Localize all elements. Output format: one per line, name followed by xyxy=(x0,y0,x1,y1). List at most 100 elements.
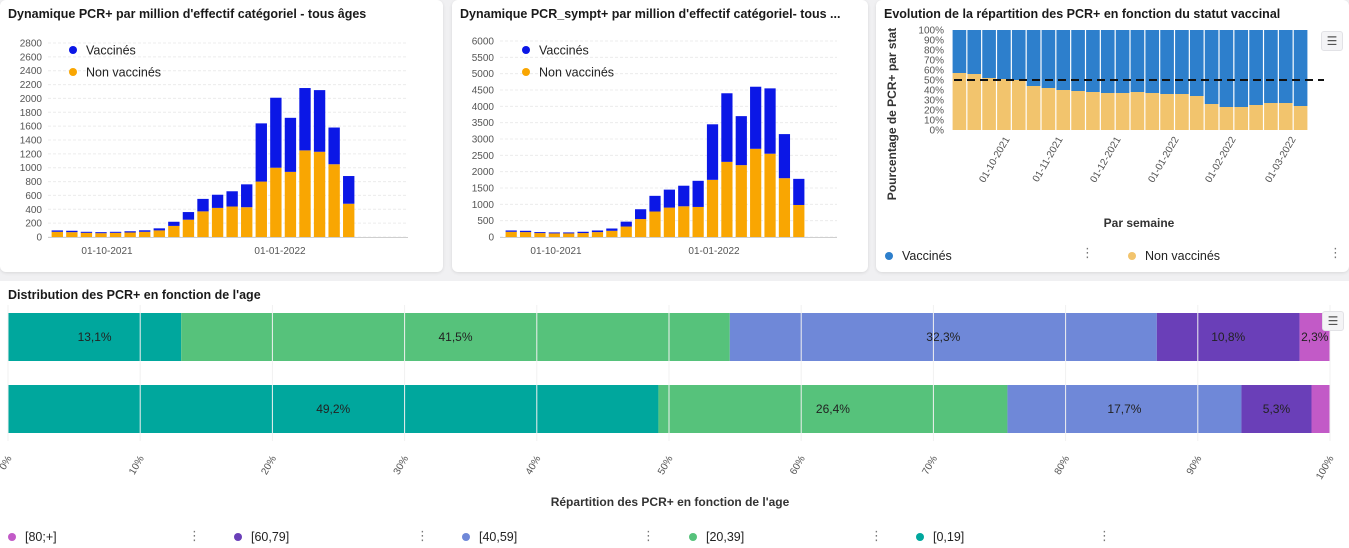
y-axis-title: Pourcentage de PCR+ par stat xyxy=(885,28,899,200)
legend-item-age-0-19[interactable]: [0,19] xyxy=(916,530,964,544)
legend-label: Non vaccinés xyxy=(539,66,614,80)
x-axis-title: Répartition des PCR+ en fonction de l'ag… xyxy=(551,495,790,509)
bar-vaccinated xyxy=(284,117,297,172)
chart-title: Distribution des PCR+ en fonction de l'a… xyxy=(8,288,261,302)
bar-vaccinated xyxy=(678,185,690,207)
bar-vaccinated xyxy=(649,195,661,212)
bar-unvaccinated xyxy=(1130,92,1145,130)
segment-label: 32,3% xyxy=(926,330,960,344)
bar-unvaccinated xyxy=(211,207,224,237)
vertical-dots-icon[interactable]: ⋮ xyxy=(1329,246,1342,261)
y-tick-label: 0% xyxy=(930,126,945,137)
chart-menu-button[interactable]: ☰ xyxy=(1322,311,1344,331)
y-tick-label: 40% xyxy=(924,86,944,97)
bar-vaccinated xyxy=(139,230,151,232)
bar-unvaccinated xyxy=(692,206,704,237)
segment-label: 10,8% xyxy=(1211,330,1245,344)
y-tick-label: 10% xyxy=(924,116,944,127)
x-tick-label: 90% xyxy=(1185,454,1205,477)
vertical-dots-icon[interactable]: ⋮ xyxy=(188,529,201,544)
legend-dot xyxy=(916,533,924,541)
legend-item-vaccinated[interactable]: Vaccinés xyxy=(885,249,952,263)
legend-item-age-40-59[interactable]: [40,59] xyxy=(462,530,517,544)
y-tick-label: 600 xyxy=(25,191,42,202)
vertical-dots-icon[interactable]: ⋮ xyxy=(870,529,883,544)
bar-vaccinated xyxy=(1249,30,1263,105)
bar-unvaccinated xyxy=(80,232,93,237)
bar-unvaccinated xyxy=(299,150,311,237)
bar-unvaccinated xyxy=(952,73,967,130)
bar-vaccinated xyxy=(1264,30,1278,103)
pcr-per-million-chart: 0 200 400 600 800 1000 1200 1400 1600 1800 2000 220… xyxy=(20,39,408,257)
legend-label: [40,59] xyxy=(479,530,518,544)
segment-label: 13,1% xyxy=(78,330,112,344)
age-distribution-chart: 13,1% 41,5% 32,3% 10,8% 2,3% 49,2% 26,4% 17,7% 5… xyxy=(0,305,1337,509)
vertical-dots-icon[interactable]: ⋮ xyxy=(642,529,655,544)
chart-panel-pcr-per-million: Dynamique PCR+ par million d'effectif ca… xyxy=(0,0,443,272)
bar-unvaccinated xyxy=(620,226,632,237)
chart-title: Dynamique PCR_sympt+ par million d'effec… xyxy=(460,7,841,21)
legend-item-age-80-plus[interactable]: [80;+] xyxy=(8,530,57,544)
chart-title: Dynamique PCR+ par million d'effectif ca… xyxy=(8,7,367,21)
bar-unvaccinated xyxy=(1278,103,1293,130)
vertical-dots-icon[interactable]: ⋮ xyxy=(416,529,429,544)
bar-unvaccinated xyxy=(197,211,209,237)
bar-unvaccinated xyxy=(982,78,996,130)
bar-unvaccinated xyxy=(519,232,532,237)
y-tick-label: 4500 xyxy=(472,86,495,97)
bar-vaccinated xyxy=(606,228,618,231)
legend-item-age-20-39[interactable]: [20,39] xyxy=(689,530,744,544)
y-tick-label: 1400 xyxy=(20,136,43,147)
bar-vaccinated xyxy=(750,86,762,149)
y-tick-label: 80% xyxy=(924,46,944,57)
legend-item-unvaccinated[interactable]: Non vaccinés xyxy=(1128,249,1220,263)
segment-label: 17,7% xyxy=(1107,402,1141,416)
chart-panel-pcr-sympt-per-million: Dynamique PCR_sympt+ par million d'effec… xyxy=(452,0,868,272)
bar-vaccinated xyxy=(1145,30,1160,93)
bar-unvaccinated xyxy=(1115,93,1130,130)
chart-menu-button[interactable]: ☰ xyxy=(1321,31,1343,51)
x-tick-label: 60% xyxy=(788,454,808,477)
bar-unvaccinated xyxy=(1041,88,1056,130)
vertical-dots-icon[interactable]: ⋮ xyxy=(1098,529,1111,544)
age-legend: [80;+] ⋮ [60,79] ⋮ [40,59] ⋮ [20,39] ⋮ [… xyxy=(0,526,1349,548)
legend-dot xyxy=(69,68,77,76)
y-tick-label: 3000 xyxy=(472,135,495,146)
bar-vaccinated xyxy=(997,30,1011,79)
y-tick-label: 1500 xyxy=(472,184,495,195)
bar-vaccinated xyxy=(313,90,326,152)
segment-label: 5,3% xyxy=(1263,402,1291,416)
bar-unvaccinated xyxy=(313,151,326,237)
bar-unvaccinated xyxy=(635,219,647,237)
y-tick-label: 2600 xyxy=(20,52,43,63)
bar-vaccinated xyxy=(1086,30,1100,92)
bar-vaccinated xyxy=(735,116,747,166)
legend-label: Non vaccinés xyxy=(86,66,161,80)
bar-unvaccinated xyxy=(343,203,355,237)
legend-item-age-60-79[interactable]: [60,79] xyxy=(234,530,289,544)
bar-vaccinated xyxy=(168,221,180,226)
x-tick-label: 01-10-2021 xyxy=(81,246,133,257)
y-tick-label: 5500 xyxy=(472,53,495,64)
bar-vaccinated xyxy=(153,228,165,231)
bar-vaccinated xyxy=(519,230,532,233)
legend-label: Vaccinés xyxy=(902,249,952,263)
bar-unvaccinated xyxy=(1056,90,1071,130)
vertical-dots-icon[interactable]: ⋮ xyxy=(1081,246,1094,261)
bar-unvaccinated xyxy=(66,232,78,237)
bar-unvaccinated xyxy=(721,161,733,237)
bar-unvaccinated xyxy=(649,211,661,237)
bar-unvaccinated xyxy=(606,230,618,237)
bar-vaccinated xyxy=(328,127,340,165)
bar-unvaccinated xyxy=(255,181,267,237)
x-tick-label: 01-12-2021 xyxy=(1088,135,1123,185)
bar-vaccinated xyxy=(534,232,546,234)
y-tick-label: 1800 xyxy=(20,108,43,119)
bar-unvaccinated xyxy=(1145,93,1160,130)
bar-unvaccinated xyxy=(1219,107,1234,130)
age-segment xyxy=(1311,385,1330,433)
bar-unvaccinated xyxy=(1204,104,1219,130)
bar-vaccinated xyxy=(299,88,311,151)
x-tick-label: 01-11-2021 xyxy=(1031,135,1066,185)
segment-label: 2,3% xyxy=(1301,330,1329,344)
